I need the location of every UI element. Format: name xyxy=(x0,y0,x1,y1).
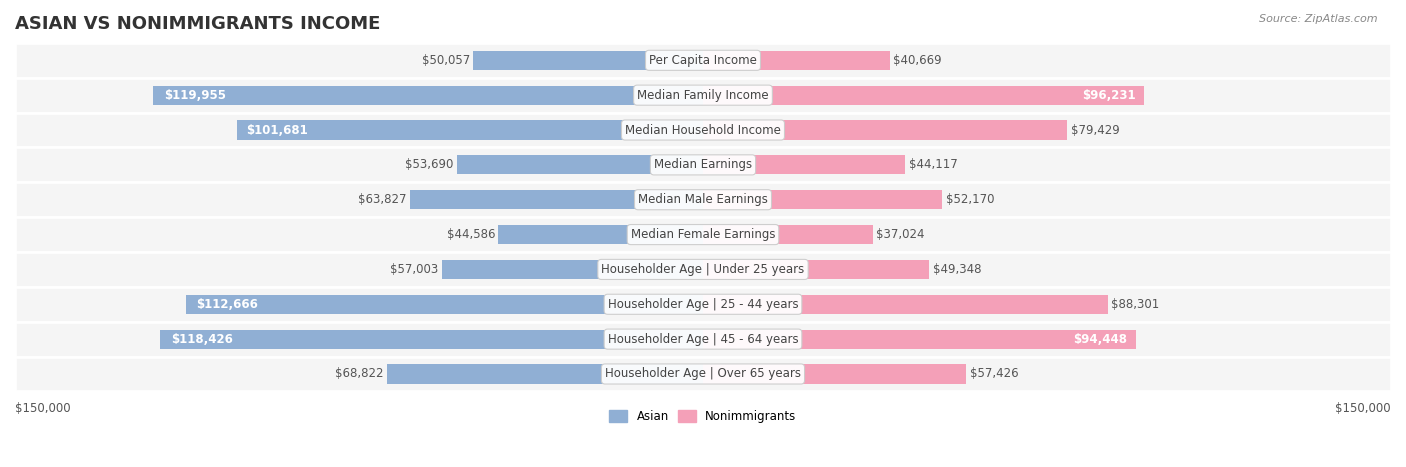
Text: $101,681: $101,681 xyxy=(246,123,308,136)
Text: Householder Age | 25 - 44 years: Householder Age | 25 - 44 years xyxy=(607,298,799,311)
Bar xyxy=(15,113,1391,148)
Text: $63,827: $63,827 xyxy=(359,193,406,206)
Text: $44,117: $44,117 xyxy=(908,158,957,171)
Bar xyxy=(703,330,1136,349)
Bar xyxy=(236,120,703,140)
Text: $50,057: $50,057 xyxy=(422,54,470,67)
Bar xyxy=(411,190,703,209)
Text: ASIAN VS NONIMMIGRANTS INCOME: ASIAN VS NONIMMIGRANTS INCOME xyxy=(15,15,381,33)
Bar xyxy=(703,364,966,383)
Text: $112,666: $112,666 xyxy=(197,298,259,311)
Bar xyxy=(703,120,1067,140)
Text: $150,000: $150,000 xyxy=(15,402,70,415)
Bar xyxy=(15,322,1391,356)
Bar xyxy=(15,43,1391,78)
Bar xyxy=(387,364,703,383)
Text: $96,231: $96,231 xyxy=(1083,89,1136,102)
Text: Median Household Income: Median Household Income xyxy=(626,123,780,136)
Bar xyxy=(15,356,1391,391)
Text: Source: ZipAtlas.com: Source: ZipAtlas.com xyxy=(1260,14,1378,24)
Text: Per Capita Income: Per Capita Income xyxy=(650,54,756,67)
Text: $79,429: $79,429 xyxy=(1071,123,1119,136)
Bar xyxy=(15,217,1391,252)
Bar xyxy=(703,156,905,175)
Bar xyxy=(703,225,873,244)
Text: $68,822: $68,822 xyxy=(336,368,384,381)
Bar xyxy=(15,148,1391,182)
Bar xyxy=(160,330,703,349)
Bar xyxy=(703,295,1108,314)
Text: $44,586: $44,586 xyxy=(447,228,495,241)
Text: $119,955: $119,955 xyxy=(165,89,226,102)
Text: Median Male Earnings: Median Male Earnings xyxy=(638,193,768,206)
Text: Median Earnings: Median Earnings xyxy=(654,158,752,171)
Text: $49,348: $49,348 xyxy=(932,263,981,276)
Bar xyxy=(703,190,942,209)
Bar xyxy=(15,287,1391,322)
Bar xyxy=(15,252,1391,287)
Bar xyxy=(15,182,1391,217)
Bar xyxy=(703,85,1144,105)
Bar xyxy=(499,225,703,244)
Text: $94,448: $94,448 xyxy=(1074,333,1128,346)
Text: $57,426: $57,426 xyxy=(970,368,1018,381)
Legend: Asian, Nonimmigrants: Asian, Nonimmigrants xyxy=(605,405,801,427)
Text: $37,024: $37,024 xyxy=(876,228,925,241)
Text: $53,690: $53,690 xyxy=(405,158,453,171)
Text: $52,170: $52,170 xyxy=(946,193,994,206)
Text: $88,301: $88,301 xyxy=(1112,298,1160,311)
Text: Householder Age | Over 65 years: Householder Age | Over 65 years xyxy=(605,368,801,381)
Text: Median Female Earnings: Median Female Earnings xyxy=(631,228,775,241)
Text: $40,669: $40,669 xyxy=(893,54,942,67)
Text: $150,000: $150,000 xyxy=(1336,402,1391,415)
Bar xyxy=(186,295,703,314)
Text: Householder Age | Under 25 years: Householder Age | Under 25 years xyxy=(602,263,804,276)
Bar xyxy=(703,51,890,70)
Text: Median Family Income: Median Family Income xyxy=(637,89,769,102)
Bar xyxy=(457,156,703,175)
Bar xyxy=(15,78,1391,113)
Bar xyxy=(474,51,703,70)
Bar xyxy=(153,85,703,105)
Bar xyxy=(441,260,703,279)
Text: $57,003: $57,003 xyxy=(389,263,439,276)
Text: $118,426: $118,426 xyxy=(170,333,232,346)
Text: Householder Age | 45 - 64 years: Householder Age | 45 - 64 years xyxy=(607,333,799,346)
Bar xyxy=(703,260,929,279)
